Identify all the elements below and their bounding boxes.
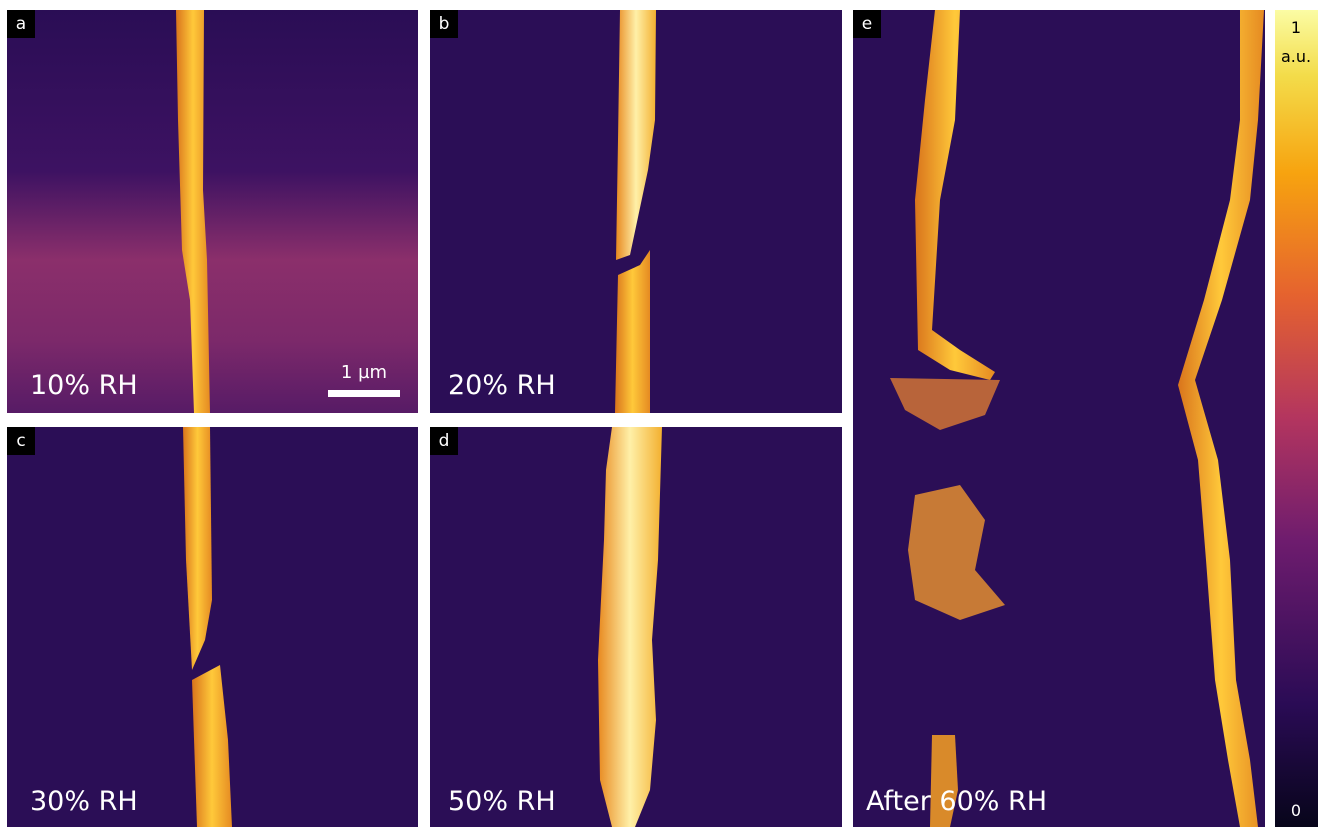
scale-bar xyxy=(328,390,400,397)
colorbar-min: 0 xyxy=(1291,801,1301,820)
panel-label: After 60% RH xyxy=(866,786,1047,817)
panel-b: b 20% RH xyxy=(430,10,842,413)
panel-letter: c xyxy=(16,431,25,451)
fiber xyxy=(615,250,650,413)
panel-letter: d xyxy=(439,431,450,451)
colorbar-max: 1 xyxy=(1291,18,1301,37)
panel-label: 20% RH xyxy=(448,370,556,401)
panel-e: e After 60% RH xyxy=(853,10,1265,827)
scale-bar-label: 1 µm xyxy=(341,362,387,383)
panel-label: 10% RH xyxy=(30,370,138,401)
panel-a: a 10% RH 1 µm xyxy=(7,10,418,413)
figure: a 10% RH 1 µm b 20% RH c 30% RH d 50% RH xyxy=(0,0,1318,827)
panel-label: 30% RH xyxy=(30,786,138,817)
panel-letter: e xyxy=(862,14,872,34)
colorbar-gradient xyxy=(1275,10,1318,827)
panel-label: 50% RH xyxy=(448,786,556,817)
panel-letter: b xyxy=(439,14,450,34)
colorbar-unit: a.u. xyxy=(1281,47,1311,66)
panel-c: c 30% RH xyxy=(7,427,418,827)
image xyxy=(7,10,418,413)
panel-d: d 50% RH xyxy=(430,427,842,827)
panel-letter: a xyxy=(16,14,26,34)
colorbar: 1 a.u. 0 xyxy=(1275,10,1318,827)
